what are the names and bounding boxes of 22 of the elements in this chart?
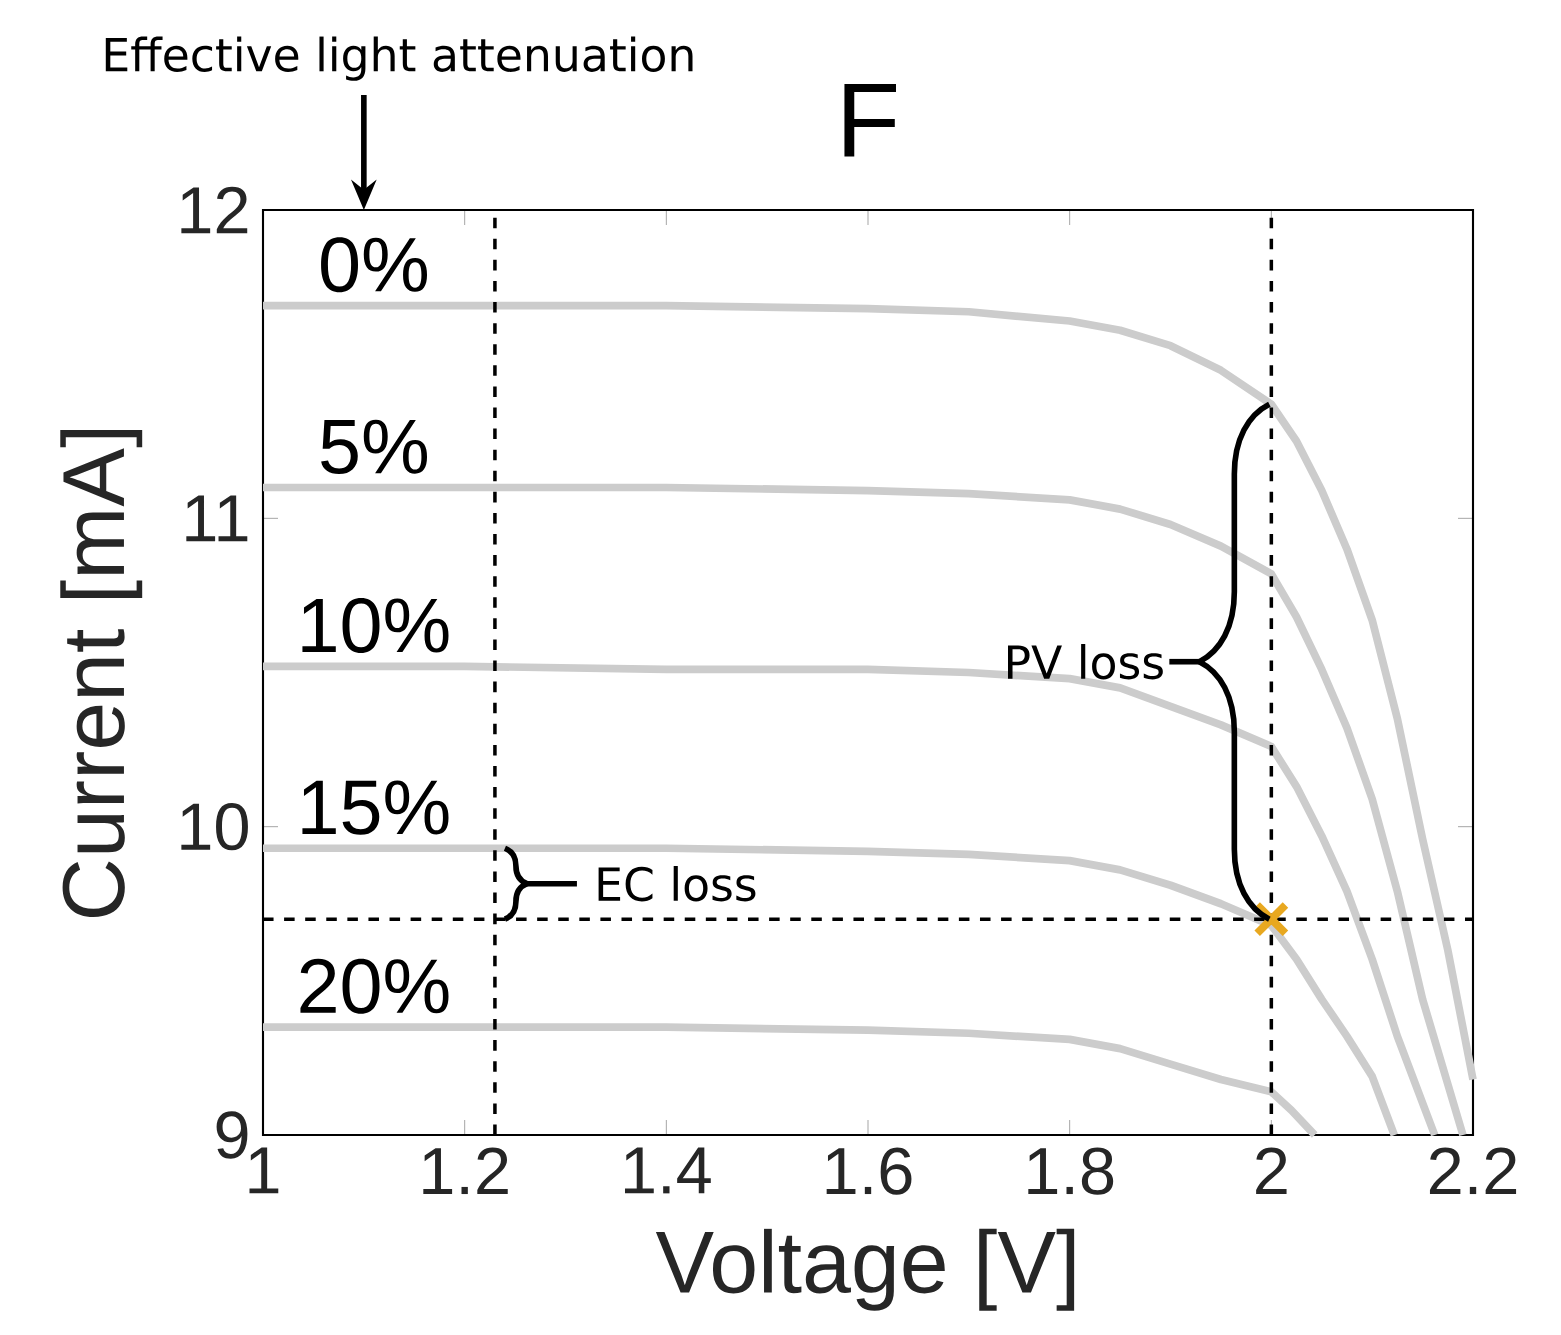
annotation: PV loss — [1008, 644, 1163, 680]
x-tick-label: 2.2 — [1429, 1147, 1517, 1195]
x-tick-label: 2 — [1256, 1147, 1287, 1195]
x-tick-label: 1.2 — [423, 1147, 508, 1195]
x-tick-label: 1.4 — [624, 1147, 711, 1194]
y-tick-label: 9 — [216, 1111, 248, 1159]
y-tick-label: 10 — [181, 803, 248, 851]
x-tick-label: 1.6 — [826, 1147, 912, 1195]
series-label: 15% — [302, 780, 449, 835]
y-tick-label: 11 — [186, 495, 248, 542]
chart-title: F — [844, 83, 896, 157]
series-label: 20% — [300, 958, 449, 1014]
x-tick-label: 1.8 — [1028, 1147, 1114, 1195]
series-label: 5% — [321, 419, 428, 475]
annotation: EC loss — [598, 866, 756, 902]
y-axis-title: Current [mA] — [60, 429, 143, 918]
x-axis-title: Voltage [V] — [655, 1228, 1075, 1311]
series-label: 0% — [321, 237, 428, 293]
y-tick-label: 12 — [181, 186, 248, 234]
text: Effective light attenuation — [105, 36, 693, 81]
series-label: 10% — [302, 598, 449, 653]
x-tick-label: 1 — [249, 1147, 279, 1194]
